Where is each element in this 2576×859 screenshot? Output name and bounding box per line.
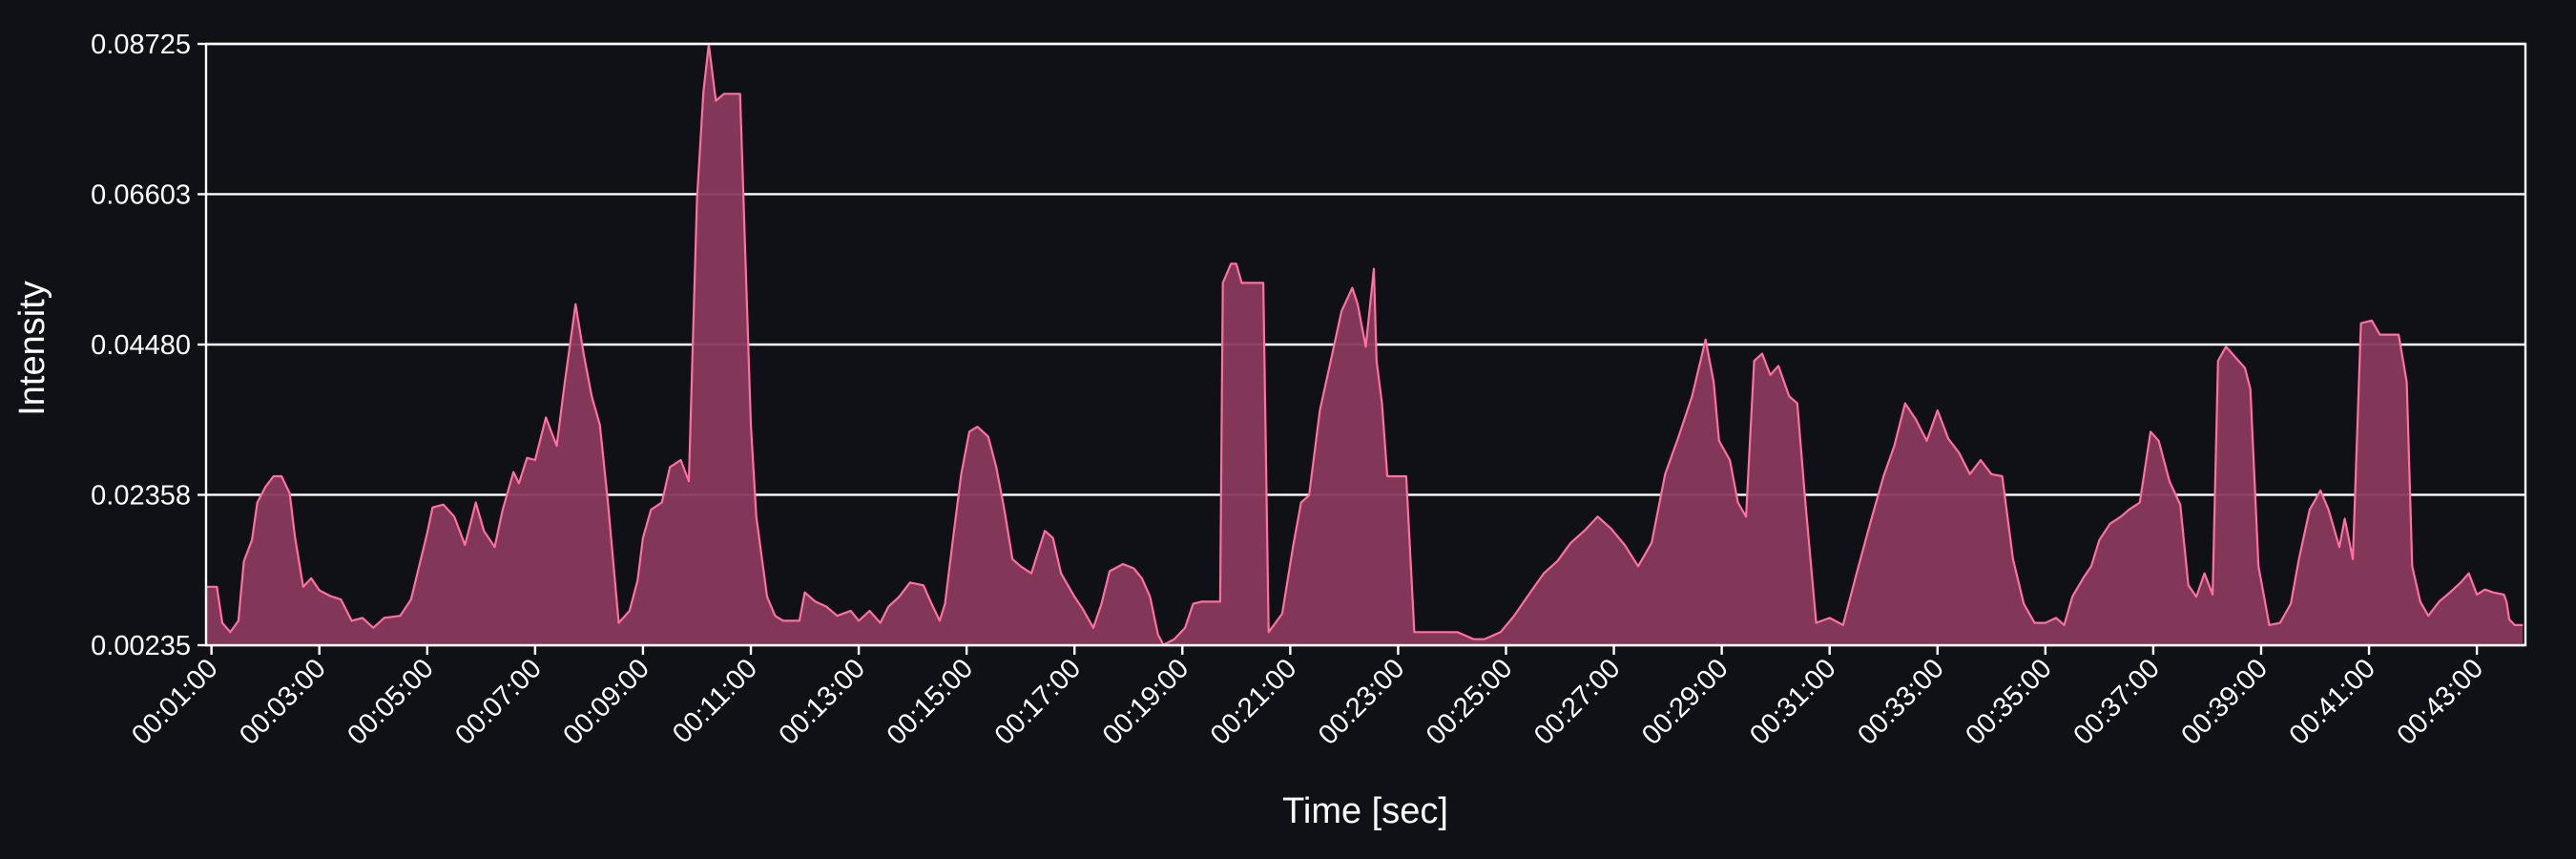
y-tick-label: 0.06603	[91, 179, 191, 210]
y-tick-label: 0.00235	[91, 631, 191, 661]
y-tick-label: 0.02358	[91, 480, 191, 511]
y-tick-label: 0.08725	[91, 30, 191, 60]
intensity-series-line	[206, 43, 2524, 646]
y-axis-label: Intensity	[12, 281, 52, 416]
y-tick-label: 0.04480	[91, 330, 191, 361]
y-axis-ticks: 0.00235 0.02358 0.04480 0.06603 0.08725	[91, 30, 206, 661]
x-axis-label: Time [sec]	[1282, 791, 1448, 831]
